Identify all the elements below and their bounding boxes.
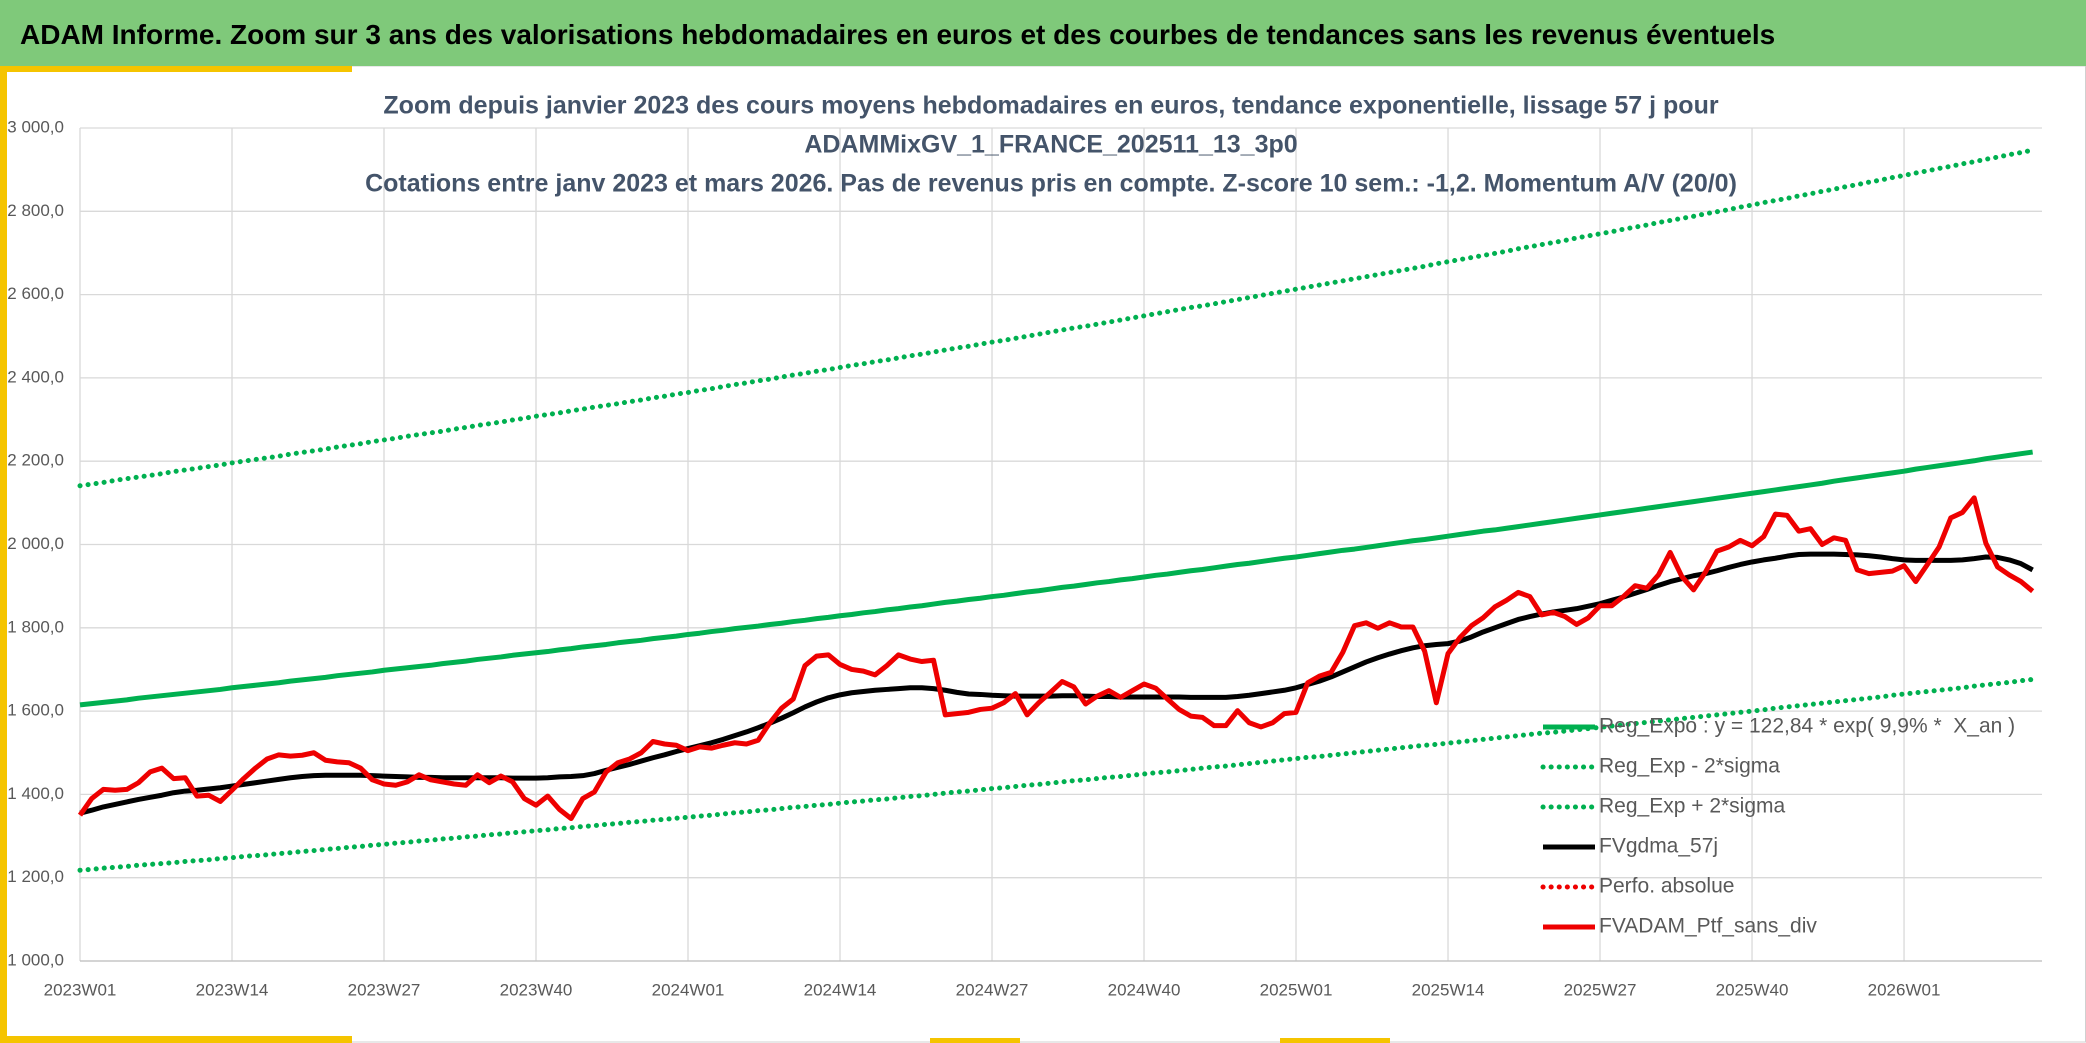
- x-tick-label: 2024W01: [652, 980, 725, 999]
- legend-label: Reg_Expo : y = 122,84 * exp( 9,9% * X_an…: [1599, 715, 2015, 738]
- x-tick-label: 2023W14: [196, 980, 269, 999]
- y-tick-label: 2 000,0: [7, 534, 64, 553]
- y-tick-label: 3 000,0: [7, 117, 64, 136]
- y-tick-label: 2 800,0: [7, 201, 64, 220]
- series-line: [77, 147, 2036, 489]
- x-tick-label: 2023W01: [44, 980, 117, 999]
- accent-bottom: [1280, 1038, 1390, 1043]
- series-line: [79, 449, 2034, 708]
- accent-bottom: [930, 1038, 1020, 1043]
- y-tick-label: 2 200,0: [7, 451, 64, 470]
- legend-label: Perfo. absolue: [1599, 875, 1734, 898]
- x-tick-label: 2024W14: [804, 980, 877, 999]
- legend-label: Reg_Exp + 2*sigma: [1599, 795, 1786, 818]
- chart-title: Cotations entre janv 2023 et mars 2026. …: [365, 170, 1737, 198]
- x-tick-label: 2025W14: [1412, 980, 1485, 999]
- legend-label: FVgdma_57j: [1599, 835, 1718, 858]
- y-tick-label: 1 800,0: [7, 617, 64, 636]
- legend-label: Reg_Exp - 2*sigma: [1599, 755, 1780, 778]
- x-tick-label: 2025W01: [1260, 980, 1333, 999]
- y-tick-label: 2 400,0: [7, 367, 64, 386]
- legend-label: FVADAM_Ptf_sans_div: [1599, 915, 1817, 938]
- x-tick-label: 2023W27: [348, 980, 421, 999]
- chart-title: Zoom depuis janvier 2023 des cours moyen…: [383, 92, 1718, 120]
- accent-top: [0, 66, 352, 72]
- y-tick-label: 1 400,0: [7, 784, 64, 803]
- x-tick-label: 2025W27: [1564, 980, 1637, 999]
- series-line: [77, 676, 2036, 873]
- accent-bottom: [0, 1036, 352, 1043]
- y-tick-label: 1 600,0: [7, 701, 64, 720]
- y-tick-label: 1 000,0: [7, 950, 64, 969]
- labels: Zoom depuis janvier 2023 des cours moyen…: [7, 92, 2015, 1000]
- x-tick-label: 2026W01: [1868, 980, 1941, 999]
- header: ADAM Informe. Zoom sur 3 ans des valoris…: [0, 0, 2086, 66]
- x-tick-label: 2025W40: [1716, 980, 1789, 999]
- header-title: ADAM Informe. Zoom sur 3 ans des valoris…: [20, 19, 1776, 50]
- series-line: [77, 495, 2035, 822]
- x-tick-label: 2023W40: [500, 980, 573, 999]
- accent-left: [0, 66, 7, 1043]
- x-tick-label: 2024W40: [1108, 980, 1181, 999]
- frame: [0, 65, 2086, 1043]
- x-tick-label: 2024W27: [956, 980, 1029, 999]
- y-tick-label: 1 200,0: [7, 867, 64, 886]
- series-lines: [77, 147, 2036, 873]
- chart-title: ADAMMixGV_1_FRANCE_202511_13_3p0: [804, 131, 1297, 159]
- y-tick-label: 2 600,0: [7, 284, 64, 303]
